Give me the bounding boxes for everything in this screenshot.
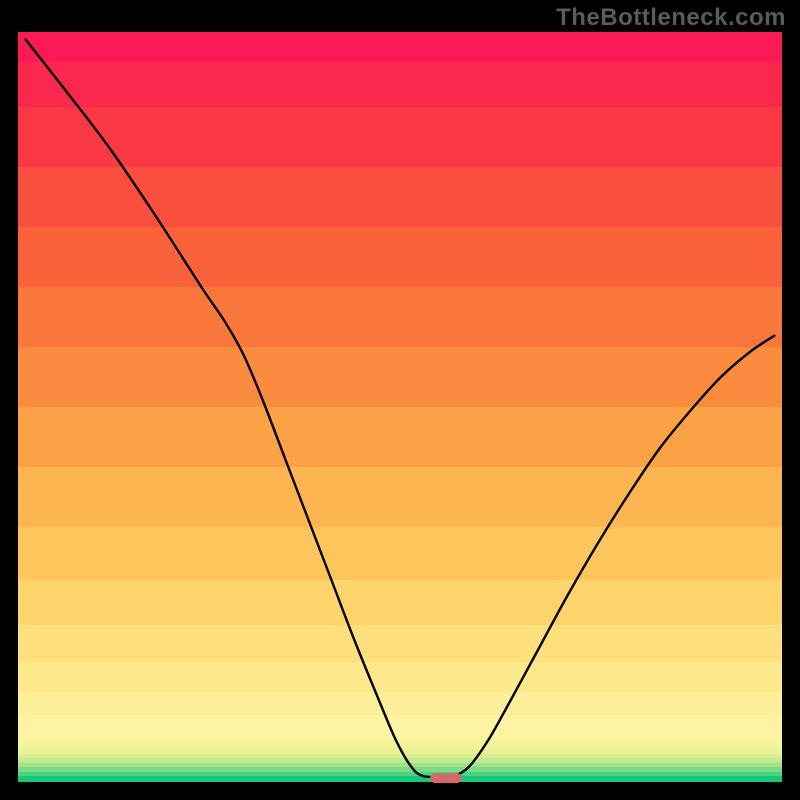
bg-band	[18, 467, 782, 527]
chart-frame: TheBottleneck.com	[0, 0, 800, 800]
bg-band	[18, 748, 782, 754]
bg-band	[18, 758, 782, 763]
bg-band	[18, 692, 782, 715]
bg-band	[18, 662, 782, 692]
bg-band	[18, 167, 782, 227]
bg-band	[18, 347, 782, 407]
bg-band	[18, 62, 782, 107]
bg-band	[18, 776, 782, 782]
optimal-marker	[430, 773, 462, 783]
bg-band	[18, 527, 782, 580]
bg-band	[18, 287, 782, 347]
bg-band	[18, 740, 782, 748]
bg-band	[18, 407, 782, 467]
bg-band	[18, 580, 782, 625]
bg-band	[18, 107, 782, 167]
bg-band	[18, 772, 782, 777]
bg-band	[18, 227, 782, 287]
bg-band	[18, 763, 782, 768]
bg-band	[18, 32, 782, 62]
bg-band	[18, 625, 782, 663]
watermark-link[interactable]: TheBottleneck.com	[556, 4, 786, 32]
bg-band	[18, 715, 782, 730]
bg-band	[18, 730, 782, 741]
bg-band	[18, 754, 782, 759]
plot-area	[18, 32, 782, 782]
bg-band	[18, 767, 782, 772]
